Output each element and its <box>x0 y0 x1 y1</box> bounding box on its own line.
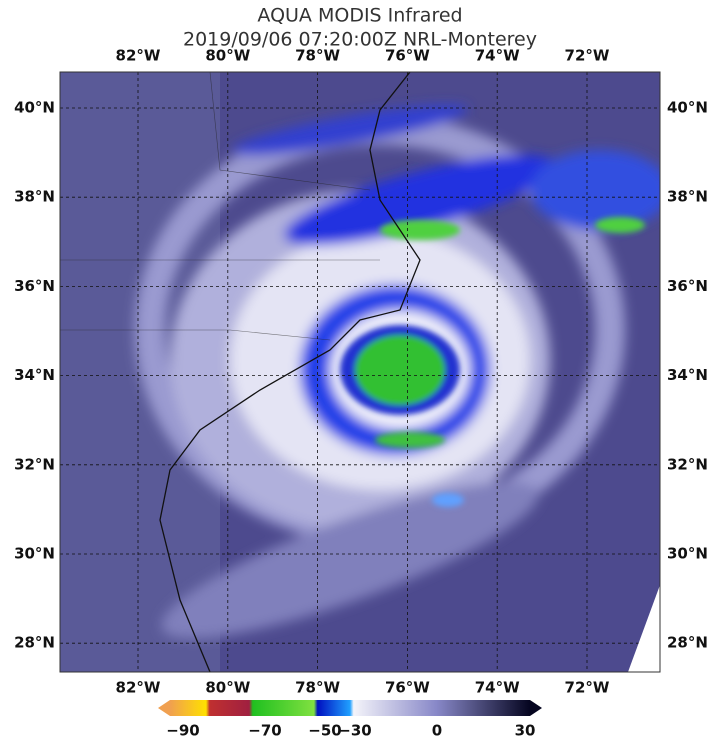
colorbar-tick-label: −70 <box>248 722 281 740</box>
lat-label-right: 40°N <box>667 99 708 117</box>
lat-label-left: 30°N <box>14 545 55 563</box>
lat-label-right: 34°N <box>667 366 708 384</box>
lon-label-top: 72°W <box>565 47 610 65</box>
colorbar-tick-label: 30 <box>515 722 536 740</box>
lat-label-right: 38°N <box>667 188 708 206</box>
lat-label-left: 36°N <box>14 277 55 295</box>
lon-label-top: 76°W <box>385 47 430 65</box>
lat-label-right: 28°N <box>667 634 708 652</box>
colorbar-tick-label: −30 <box>338 722 371 740</box>
lon-label-top: 82°W <box>116 47 161 65</box>
colorbar-tick-label: −90 <box>166 722 199 740</box>
colorbar-tick-label: 0 <box>432 722 442 740</box>
satellite-image <box>60 72 660 672</box>
lon-label-top: 74°W <box>475 47 520 65</box>
lat-label-left: 38°N <box>14 188 55 206</box>
lat-label-right: 36°N <box>667 277 708 295</box>
colorbar-tick-label: −50 <box>308 722 341 740</box>
map-frame <box>59 71 661 673</box>
title: AQUA MODIS Infrared <box>257 5 462 27</box>
lon-label-top: 80°W <box>205 47 250 65</box>
lon-label-bottom: 72°W <box>565 679 610 697</box>
lat-label-left: 32°N <box>14 455 55 473</box>
lon-label-bottom: 78°W <box>295 679 340 697</box>
colorbar <box>170 700 530 716</box>
lat-label-right: 32°N <box>667 455 708 473</box>
lon-label-bottom: 80°W <box>205 679 250 697</box>
colorbar-high-arrow <box>530 700 542 716</box>
lat-label-left: 34°N <box>14 366 55 384</box>
lon-label-bottom: 74°W <box>475 679 520 697</box>
lon-label-top: 78°W <box>295 47 340 65</box>
lon-label-bottom: 82°W <box>116 679 161 697</box>
colorbar-low-arrow <box>158 700 170 716</box>
subtitle: 2019/09/06 07:20:00Z NRL-Monterey <box>183 29 537 51</box>
lat-label-left: 28°N <box>14 634 55 652</box>
lat-label-left: 40°N <box>14 99 55 117</box>
lon-label-bottom: 76°W <box>385 679 430 697</box>
lat-label-right: 30°N <box>667 545 708 563</box>
